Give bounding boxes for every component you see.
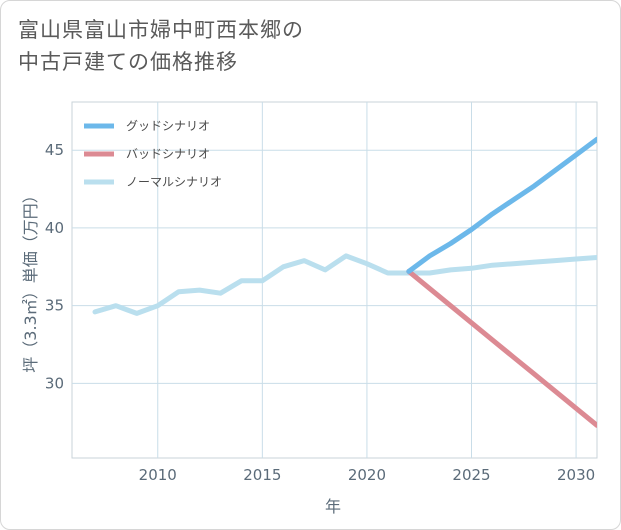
y-tick-label: 35 [45, 297, 64, 315]
y-tick-label: 30 [45, 374, 64, 392]
legend-label-1: バッドシナリオ [126, 147, 210, 161]
x-axis-title: 年 [325, 497, 341, 516]
y-axis-title: 坪（3.3㎡）単価（万円） [21, 187, 40, 372]
x-tick-label: 2020 [348, 466, 386, 484]
series-line-1 [406, 268, 597, 428]
series-line-2 [92, 253, 597, 316]
y-tick-label: 40 [45, 219, 64, 237]
x-tick-label: 2010 [139, 466, 177, 484]
grid-lines [72, 102, 597, 458]
series-line-0 [406, 136, 597, 274]
series-group [92, 136, 597, 428]
chart-title-line-2: 中古戸建ての価格推移 [18, 50, 238, 74]
x-tick-labels: 2010 2015 2020 2025 2030 [139, 466, 596, 484]
x-tick-label: 2025 [452, 466, 490, 484]
plot-area [71, 101, 598, 459]
x-tick-label: 2030 [557, 466, 595, 484]
y-tick-label: 45 [45, 141, 64, 159]
legend-label-2: ノーマルシナリオ [126, 175, 222, 189]
chart-title: 富山県富山市婦中町西本郷の 中古戸建ての価格推移 [18, 14, 578, 78]
legend-label-0: グッドシナリオ [126, 119, 210, 133]
chart-title-line-1: 富山県富山市婦中町西本郷の [18, 18, 304, 42]
y-tick-labels: 30 35 40 45 [45, 141, 64, 392]
x-tick-label: 2015 [243, 466, 281, 484]
